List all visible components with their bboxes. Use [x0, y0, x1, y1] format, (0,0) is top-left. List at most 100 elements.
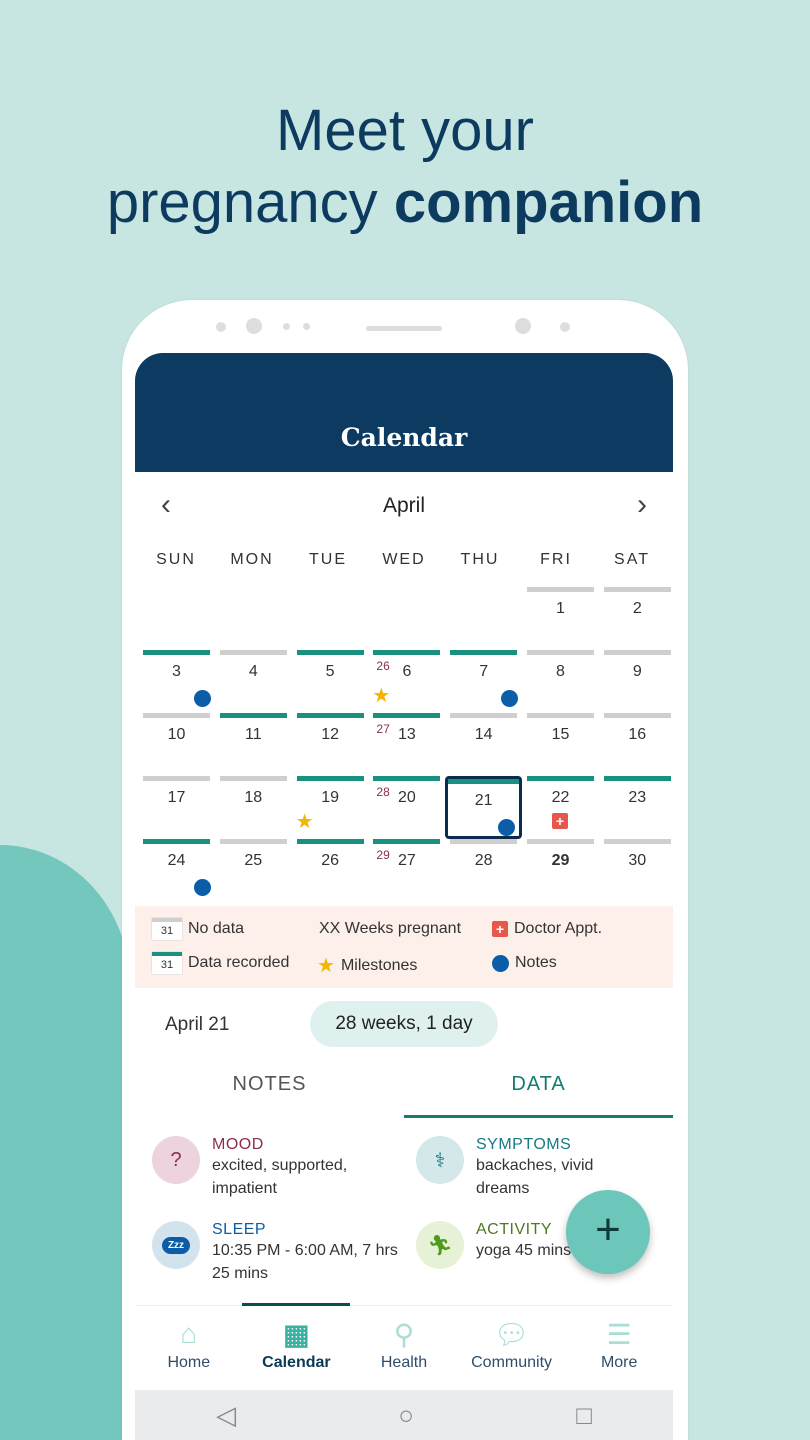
nav-home[interactable]: ⌂ Home — [135, 1306, 243, 1390]
data-item-sleep[interactable]: Zzz SLEEP 10:35 PM - 6:00 AM, 7 hrs 25 mi… — [152, 1221, 402, 1285]
day-number: 2 — [632, 600, 642, 617]
data-item-symptoms[interactable]: ⚕ SYMPTOMS backaches, vivid dreams — [416, 1136, 616, 1200]
calendar-grid: 1 2 3 4 5 6 26 ★ 7 8 9 10 11 12 13 27 14 15 16 17 18 19 ★ 20 28 2… — [135, 587, 673, 905]
calendar-day[interactable]: 7 — [445, 650, 522, 713]
calendar-day[interactable]: 26 — [292, 839, 369, 902]
chevron-left-icon[interactable]: ‹ — [161, 488, 171, 521]
day-number: 15 — [551, 726, 570, 743]
calendar-day[interactable]: 12 — [292, 713, 369, 776]
item-label: SLEEP — [212, 1221, 267, 1238]
tab-data[interactable]: DATA — [404, 1063, 673, 1118]
no-data-bar — [603, 839, 671, 844]
calendar-day[interactable]: 6 26 ★ — [368, 650, 445, 713]
calendar-day[interactable]: 22 + — [522, 776, 599, 839]
day-number: 21 — [474, 792, 493, 809]
calendar-day[interactable]: 11 — [215, 713, 292, 776]
calendar-day[interactable]: 25 — [215, 839, 292, 902]
data-recorded-bar — [296, 650, 364, 655]
no-data-bar — [527, 839, 594, 844]
day-number: 5 — [325, 663, 335, 680]
calendar-day[interactable]: 14 — [445, 713, 522, 776]
calendar-empty-icon: 31 — [152, 918, 182, 940]
calendar-day[interactable]: 20 28 — [368, 776, 445, 839]
legend-data-recorded: 31 Data recorded — [152, 952, 289, 974]
day-number: 1 — [556, 600, 565, 617]
nav-label: Calendar — [262, 1354, 331, 1371]
calendar-day[interactable]: 15 — [522, 713, 599, 776]
day-number: 7 — [479, 663, 489, 680]
calendar-day[interactable]: 17 — [138, 776, 215, 839]
scroll-indicator — [242, 1303, 350, 1306]
tab-notes[interactable]: NOTES — [232, 1073, 307, 1095]
day-number: 11 — [244, 726, 262, 743]
app-screen: Calendar ‹ April › SUN MON TUE WED THU F… — [135, 353, 673, 1440]
day-number: 13 — [397, 726, 416, 743]
day-number: 27 — [397, 852, 416, 869]
data-item-activity[interactable]: 🏃︎ ACTIVITY yoga 45 mins — [416, 1221, 666, 1269]
calendar-day[interactable]: 2 — [599, 587, 673, 650]
bottom-nav: ⌂ Home ▦ Calendar ⚲ Health 💬︎ Community ☰ Mor… — [135, 1303, 673, 1390]
day-number: 16 — [628, 726, 647, 743]
nav-community[interactable]: 💬︎ Community — [458, 1306, 566, 1390]
sensor — [283, 323, 290, 330]
sensor — [560, 322, 570, 332]
calendar-day[interactable]: 13 27 — [368, 713, 445, 776]
calendar-day[interactable]: 19 ★ — [292, 776, 369, 839]
day-number: 4 — [248, 663, 258, 680]
data-recorded-bar — [448, 779, 520, 784]
week-number: 28 — [376, 785, 390, 799]
note-dot-icon — [194, 879, 211, 896]
calendar-day[interactable]: 1 — [522, 587, 599, 650]
weekday: MON — [230, 551, 274, 568]
headline-bold: companion — [393, 170, 704, 235]
doctor-cross-icon: + — [552, 813, 568, 829]
data-recorded-bar — [296, 776, 364, 781]
calendar-day[interactable]: 3 — [138, 650, 215, 713]
selected-date: April 21 — [165, 1014, 230, 1035]
note-dot-icon — [194, 690, 211, 707]
home-icon: ⌂ — [180, 1318, 198, 1349]
calendar-day[interactable]: 16 — [599, 713, 673, 776]
nav-health[interactable]: ⚲ Health — [350, 1306, 458, 1390]
weekday: THU — [460, 551, 500, 568]
calendar-day[interactable]: 10 — [138, 713, 215, 776]
no-data-bar — [219, 776, 287, 781]
month-label: April — [382, 494, 425, 517]
recents-icon[interactable]: □ — [576, 1399, 592, 1430]
item-label: MOOD — [212, 1136, 264, 1153]
calendar-day[interactable]: 29 — [522, 839, 599, 902]
calendar-day[interactable]: 30 — [599, 839, 673, 902]
weekday: TUE — [309, 551, 347, 568]
headline-regular: pregnancy — [106, 170, 394, 235]
day-number: 12 — [321, 726, 339, 743]
add-button[interactable]: + — [566, 1190, 650, 1274]
calendar-day[interactable]: 27 29 — [368, 839, 445, 902]
calendar-day[interactable]: 28 — [445, 839, 522, 902]
calendar-day[interactable]: 5 — [292, 650, 369, 713]
nav-more[interactable]: ☰ More — [565, 1306, 673, 1390]
nav-label: Community — [471, 1354, 553, 1371]
calendar-day[interactable]: 4 — [215, 650, 292, 713]
no-data-bar — [143, 713, 210, 718]
no-data-bar — [143, 776, 210, 781]
data-recorded-bar — [296, 839, 364, 844]
legend-label: Notes — [515, 954, 557, 971]
no-data-bar — [527, 587, 594, 592]
calendar-day[interactable]: 9 — [599, 650, 673, 713]
sensor — [303, 323, 310, 330]
calendar-day[interactable]: 21 — [445, 776, 523, 839]
data-item-mood[interactable]: ? MOOD excited, supported, impatient — [152, 1136, 402, 1200]
chevron-right-icon[interactable]: › — [637, 488, 647, 521]
home-circle-icon[interactable]: ○ — [398, 1399, 414, 1430]
calendar-recorded-icon: 31 — [152, 952, 182, 974]
calendar-day[interactable]: 23 — [599, 776, 673, 839]
calendar-day[interactable]: 18 — [215, 776, 292, 839]
week-number: 26 — [376, 659, 390, 673]
nav-calendar[interactable]: ▦ Calendar — [243, 1306, 351, 1390]
calendar-day[interactable]: 24 — [138, 839, 215, 902]
calendar-day[interactable]: 8 — [522, 650, 599, 713]
back-icon[interactable]: ◁ — [216, 1399, 237, 1430]
data-recorded-bar — [373, 650, 441, 655]
nav-label: More — [600, 1354, 638, 1371]
data-recorded-bar — [143, 650, 210, 655]
